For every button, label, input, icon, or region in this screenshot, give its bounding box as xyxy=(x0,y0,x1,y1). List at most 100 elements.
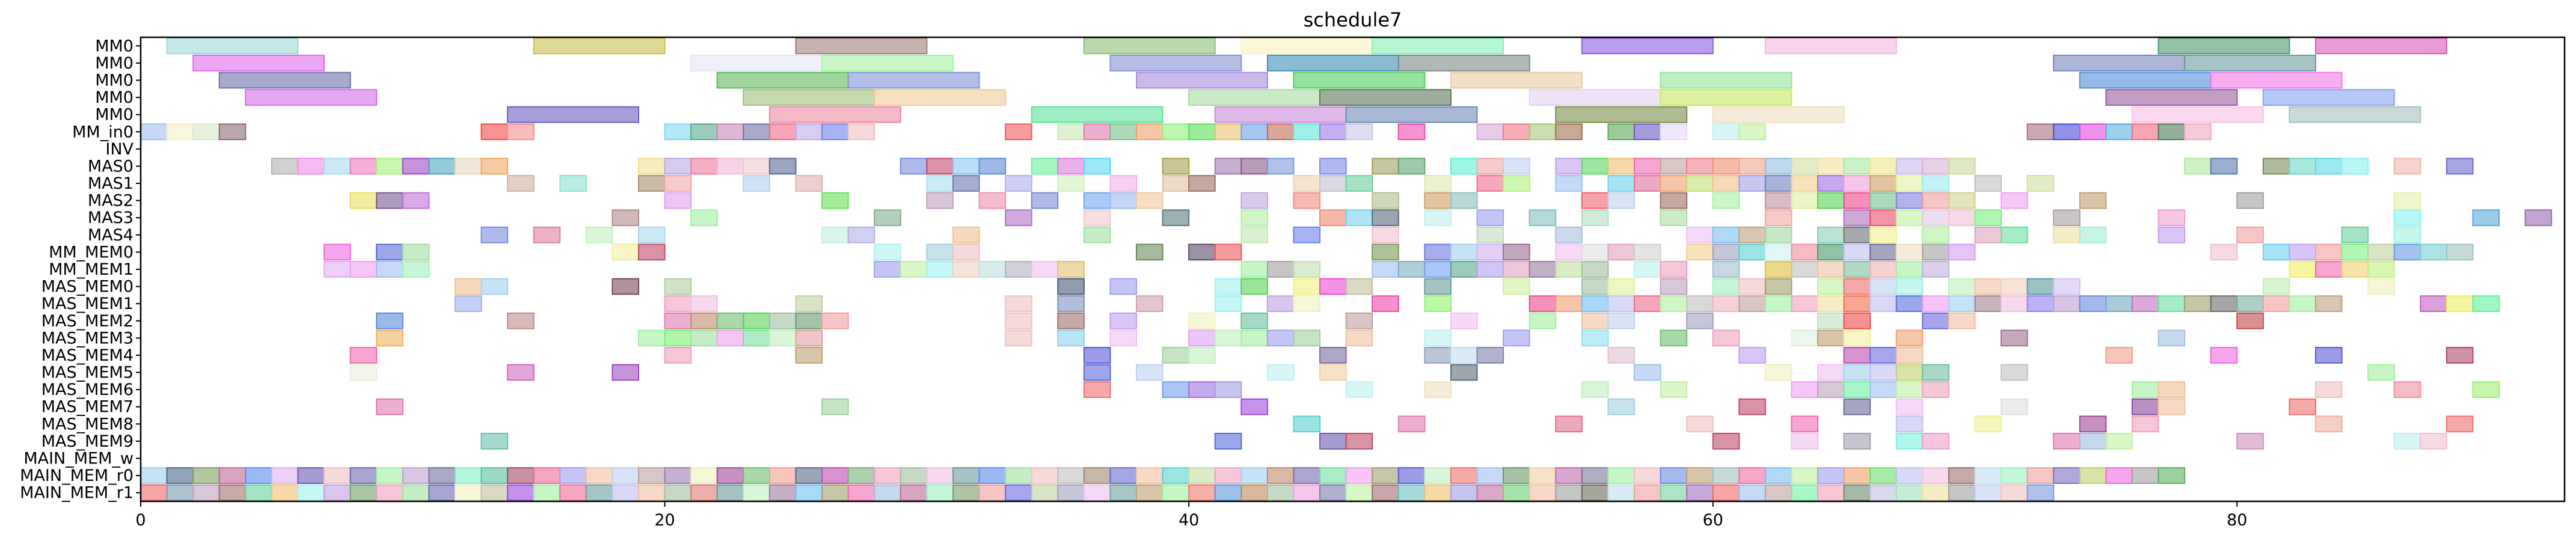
task-bar xyxy=(2210,72,2343,89)
task-bar xyxy=(1319,89,1452,106)
task-bar xyxy=(1764,295,1792,313)
task-bar xyxy=(1948,243,1976,261)
task-bar xyxy=(795,37,928,55)
task-bar xyxy=(1372,209,1399,227)
task-bar xyxy=(1712,484,1740,501)
task-bar xyxy=(402,243,430,261)
task-bar xyxy=(1293,278,1321,295)
task-bar xyxy=(1240,209,1268,227)
task-bar xyxy=(1869,347,1897,364)
task-bar xyxy=(1843,312,1871,329)
task-bar xyxy=(2079,192,2107,209)
task-bar xyxy=(1843,381,1871,399)
y-tick-label: MM0 xyxy=(95,54,133,73)
task-bar xyxy=(376,329,403,347)
task-bar xyxy=(1843,329,1871,347)
task-bar xyxy=(559,175,587,192)
task-bar xyxy=(1660,295,1688,313)
task-bar xyxy=(1345,484,1373,501)
task-bar xyxy=(1135,123,1164,141)
task-bar xyxy=(2289,261,2317,278)
task-bar xyxy=(1817,381,1845,399)
task-bar xyxy=(1948,467,1976,484)
task-bar xyxy=(926,175,954,192)
task-bar xyxy=(1476,467,1504,484)
task-bar xyxy=(952,175,980,192)
task-bar xyxy=(2393,209,2421,227)
task-bar xyxy=(1607,157,1635,175)
task-bar xyxy=(2001,192,2028,209)
task-bar xyxy=(664,123,692,141)
task-bar xyxy=(1214,278,1242,295)
task-bar xyxy=(1529,261,1557,278)
task-bar xyxy=(1869,175,1897,192)
task-bar xyxy=(690,467,718,484)
task-bar xyxy=(1345,381,1373,399)
task-bar xyxy=(2131,106,2264,123)
task-bar xyxy=(1450,192,1478,209)
task-bar xyxy=(2131,381,2159,399)
y-tick-label: MAS_MEM9 xyxy=(41,432,133,451)
task-bar xyxy=(1843,295,1871,313)
task-bar xyxy=(1922,467,1949,484)
task-bar xyxy=(2026,175,2055,192)
task-bar xyxy=(2079,226,2107,243)
task-bar xyxy=(1214,467,1242,484)
task-bar xyxy=(1660,192,1688,209)
task-bar xyxy=(1083,484,1111,501)
task-bar xyxy=(1738,467,1766,484)
task-bar xyxy=(821,226,849,243)
task-bar xyxy=(874,209,901,227)
task-bar xyxy=(743,89,876,106)
task-bar xyxy=(1581,484,1609,501)
task-bar xyxy=(1607,278,1635,295)
task-bar xyxy=(637,467,666,484)
task-bar xyxy=(1345,312,1373,329)
task-bar xyxy=(1293,484,1321,501)
task-bar xyxy=(1581,278,1609,295)
task-bar xyxy=(1843,484,1871,501)
task-bar xyxy=(1633,175,1661,192)
task-bar xyxy=(376,467,403,484)
task-bar xyxy=(1895,209,1924,227)
task-bar xyxy=(1109,175,1137,192)
task-bar xyxy=(1450,243,1478,261)
task-bar xyxy=(2236,312,2264,329)
task-bar xyxy=(1083,467,1111,484)
y-tick-label: MAS_MEM2 xyxy=(41,312,133,331)
task-bar xyxy=(1686,226,1714,243)
task-bar xyxy=(821,312,849,329)
task-bar xyxy=(1607,243,1635,261)
task-bar xyxy=(1948,278,1976,295)
task-bar xyxy=(821,484,849,501)
task-bar xyxy=(1922,226,1949,243)
task-bar xyxy=(297,157,325,175)
task-bar xyxy=(1712,106,1845,123)
task-bar xyxy=(1660,209,1688,227)
task-bar xyxy=(1791,243,1819,261)
task-bar xyxy=(637,226,666,243)
task-bar xyxy=(507,106,639,123)
task-bar xyxy=(1266,55,1399,72)
task-bar xyxy=(2079,433,2107,450)
task-bar xyxy=(1188,175,1216,192)
task-bar xyxy=(926,484,954,501)
task-bar xyxy=(1372,243,1399,261)
task-bar xyxy=(402,467,430,484)
task-bar xyxy=(768,329,797,347)
task-bar xyxy=(768,123,797,141)
task-bar xyxy=(926,243,954,261)
task-bar xyxy=(1214,243,1242,261)
task-bar xyxy=(795,484,823,501)
x-tick-label: 40 xyxy=(1179,511,1199,530)
task-bar xyxy=(1397,467,1426,484)
task-bar xyxy=(1817,484,1845,501)
task-bar xyxy=(1345,175,1373,192)
task-bar xyxy=(2289,243,2317,261)
task-bar xyxy=(1319,278,1347,295)
task-bar xyxy=(2210,295,2238,313)
task-bar xyxy=(874,467,901,484)
task-bar xyxy=(2315,157,2343,175)
task-bar xyxy=(2131,398,2159,415)
task-bar xyxy=(1686,484,1714,501)
